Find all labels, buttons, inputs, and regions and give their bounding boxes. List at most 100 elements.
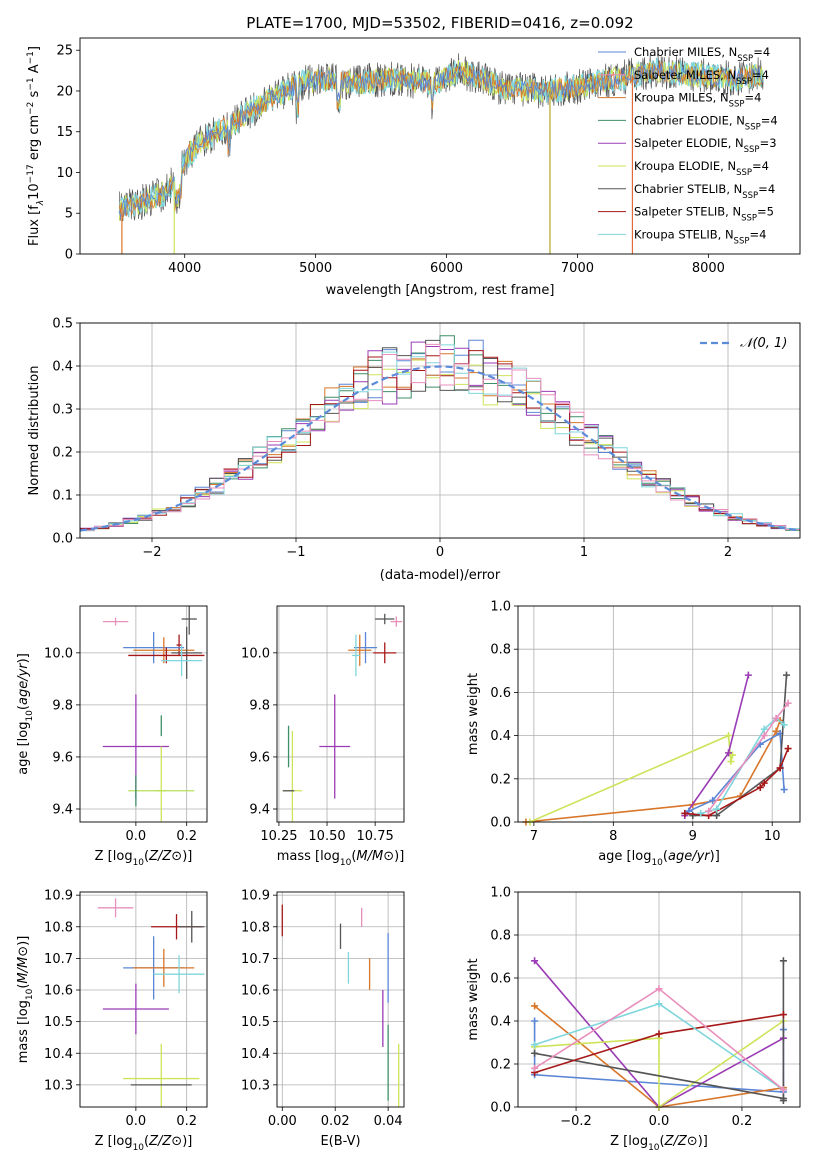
y-tick-label: 10.6 [44,984,73,999]
y-tick-label: 5 [65,207,73,222]
y-tick-label: 0.4 [490,729,511,744]
weight-marker [780,721,788,729]
y-tick-label: 0.5 [52,317,73,332]
weight-marker [772,714,780,722]
label-part: 10 [648,1143,660,1153]
weight-marker [725,749,733,757]
weight-marker [681,809,689,817]
weight-marker [728,751,736,759]
legend-entry: Salpeter STELIB, NSSP=5 [634,205,774,224]
legend-entry: Salpeter MILES, NSSP=4 [634,68,769,87]
label-part: ( [663,849,668,864]
weight-marker [531,957,539,965]
legend-n-sub: SSP [734,236,750,246]
weight-marker [772,727,780,735]
weight-series-line [707,702,789,812]
legend-model: Salpeter ELODIE [634,136,728,150]
label-part: E(B-V) [320,1134,360,1149]
mass-vs-ebv-chart: 0.00 0.02 0.04 10.3 10.4 10.5 10.6 10.7 10.8 10.9… [241,889,405,1149]
legend-entry: Chabrier ELODIE, NSSP=4 [634,113,778,132]
label-part: mass [log [277,849,340,864]
legend-model: Kroupa ELODIE [634,159,720,173]
x-axis-label: Z [log10(Z/Z⊙)] [610,1134,708,1153]
x-axis-label: mass [log10(M/M⊙)] [277,849,405,868]
legend-eq: = [752,68,762,82]
x-axis-label: Z [log10(Z/Z⊙)] [95,849,193,868]
legend-n-value: 4 [762,68,769,82]
weight-marker [713,812,721,820]
label-part: −17 [26,164,36,183]
legend-entry: Chabrier STELIB, NSSP=4 [634,182,775,201]
weight-marker [531,1064,539,1072]
legend-n-sub: SSP [741,214,757,224]
label-part: Z/Z⊙ [148,1134,182,1149]
weight-marker [782,671,790,679]
weight-series-line [684,674,750,816]
label-part: λ [36,200,46,206]
y-tick-label: 0.0 [490,1101,511,1116]
label-part: ( [144,849,149,864]
x-tick-label: 10 [764,829,781,844]
label-part: 10 [651,858,663,868]
legend-model: Kroupa MILES [634,91,713,105]
y-tick-label: 10.3 [44,1078,73,1093]
plot-frame [79,891,208,1108]
x-tick-label: −1 [286,545,305,560]
legend-gaussian: 𝒩(0, 1) [740,336,787,351]
x-tick-label: 0.02 [321,1114,350,1129]
label-part: ( [660,1134,665,1149]
label-part: 10 [133,1143,145,1153]
y-tick-label: 25 [56,44,73,59]
legend-n-sub: SSP [736,77,752,87]
weight-marker [744,671,752,679]
legend-n-sub: SSP [737,54,753,64]
legend-n-sub: SSP [736,168,752,178]
label-part: ] [27,46,42,51]
plot-frame [79,322,801,539]
plot-frame [276,891,405,1108]
weight-marker [531,1002,539,1010]
weight-marker [531,1017,539,1025]
weight-marker [655,1030,663,1038]
label-part: ( [144,1134,149,1149]
y-tick-label: 9.4 [249,802,270,817]
x-tick-label: 0.2 [176,829,197,844]
y-axis-label: Normed distribution [27,366,42,496]
weight-marker [709,796,717,804]
label-part: 10 [25,710,35,722]
figure-title: PLATE=1700, MJD=53502, FIBERID=0416, z=0… [246,14,633,32]
x-tick-label: 0.00 [268,1114,297,1129]
legend-n-value: 4 [763,45,770,59]
legend-model: Chabrier ELODIE [634,113,729,127]
plot-frame [79,37,801,255]
label-part: M/M⊙ [16,946,31,984]
label-part: age/yr [668,849,711,864]
label-part: s [27,90,42,101]
x-tick-label: −0.2 [560,1114,592,1129]
label-part: age [log [598,849,651,864]
y-tick-label: 10.0 [44,646,73,661]
label-part: 10 [133,858,145,868]
x-tick-label: 1 [580,545,588,560]
legend-n-sub: SSP [729,100,745,110]
y-tick-label: 0 [65,248,73,263]
x-tick-label: 7000 [561,261,594,276]
x-axis-label: age [log10(age/yr)] [598,849,720,868]
weight-marker [697,809,705,817]
x-tick-label: 0.0 [649,1114,670,1129]
weight-series-line [534,960,785,1101]
x-tick-label: 10.75 [357,829,394,844]
mass-weight-vs-metallicity-chart: −0.2 0.0 0.2 0.0 0.2 0.4 0.6 0.8 1.0 Z [log10(Z/Z… [466,886,801,1153]
weight-marker [779,957,787,965]
label-part: ( [351,849,356,864]
legend-eq: = [749,227,759,241]
label-part: )] [182,849,192,864]
y-tick-label: 0.0 [490,816,511,831]
legend-model: Chabrier STELIB [634,182,726,196]
legend-sep: , [720,68,727,82]
legend-entry: Kroupa STELIB, NSSP=4 [634,227,766,246]
legend-sep: , [726,182,733,196]
label-part: )] [182,1134,192,1149]
y-tick-label: 9.6 [249,750,270,765]
